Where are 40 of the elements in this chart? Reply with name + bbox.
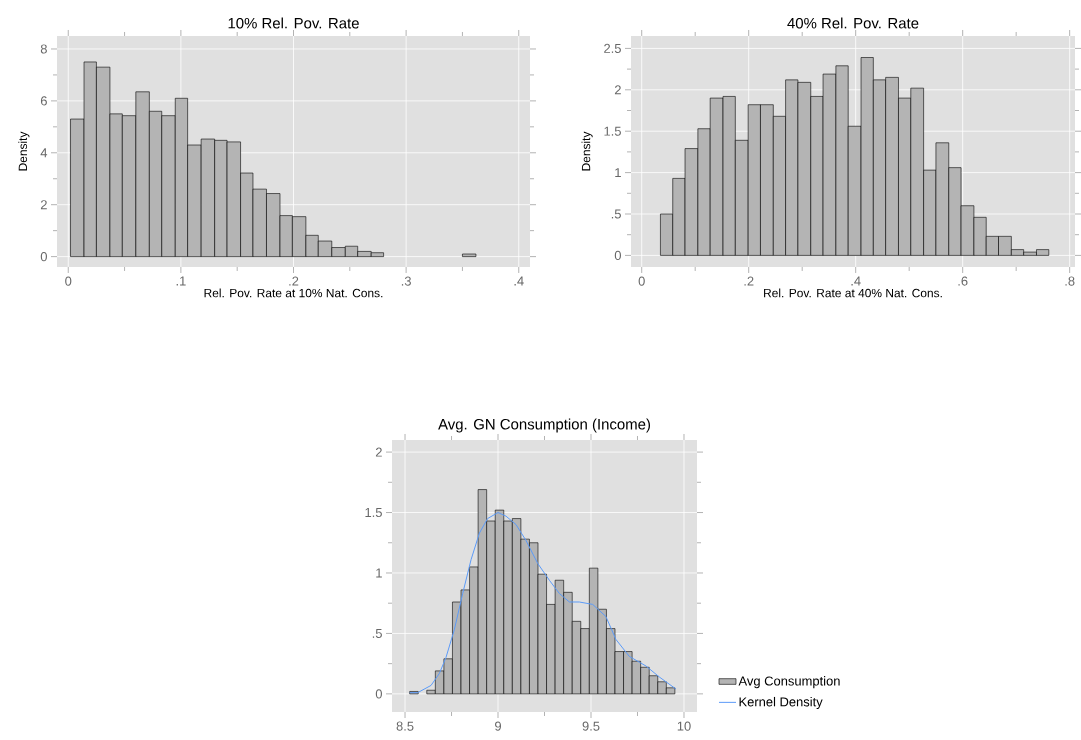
y-tick-label: 2 [375,447,382,457]
x-axis-title: Rel. Pov. Rate at 40% Nat. Cons. [764,288,942,298]
chart-title: 10% Rel. Pov. Rate [228,17,359,29]
x-axis-title: Rel. Pov. Rate at 10% Nat. Cons. [204,288,383,298]
y-tick-label: 2.5 [604,43,621,53]
legend-label: Kernel Density [739,696,823,710]
x-tick-label: .2 [744,276,754,286]
x-tick-label: 10 [677,721,691,731]
y-tick-label: 4 [40,148,48,158]
y-tick-label: 2 [40,200,47,210]
x-tick-label: 0 [638,276,645,286]
x-tick-label: .3 [401,276,411,286]
y-tick-label: 8 [40,44,47,54]
line-series [409,512,677,694]
chart-title: Avg. GN Consumption (Income) [438,418,650,433]
x-tick-label: 9 [495,721,501,731]
x-tick-label: .2 [289,276,299,286]
y-tick-label: 1.5 [604,126,621,136]
x-tick-label: .8 [1065,276,1075,286]
legend-label: Avg Consumption [738,676,840,689]
y-tick-label: 0 [614,250,621,260]
y-tick-label: 1 [376,568,382,578]
x-tick-label: .1 [176,276,186,286]
x-tick-label: .6 [958,276,968,286]
y-tick-label: 6 [40,96,47,106]
y-tick-label: 2 [614,85,621,95]
y-tick-label: 1 [615,168,621,178]
y-tick-label: 0 [40,252,47,262]
x-tick-label: 8.5 [396,721,414,731]
y-tick-label: 1.5 [365,508,382,518]
y-tick-label: .5 [372,628,382,638]
y-tick-label: 0 [375,689,382,699]
x-tick-label: .4 [851,276,861,286]
y-axis-title: Density [18,131,30,171]
y-axis-title: Density [581,131,593,171]
x-tick-label: .4 [514,276,524,286]
x-tick-label: 9.5 [582,721,600,731]
x-tick-label: 0 [65,276,72,286]
chart-title: 40% Rel. Pov. Rate [787,17,919,29]
y-tick-label: .5 [611,209,621,219]
